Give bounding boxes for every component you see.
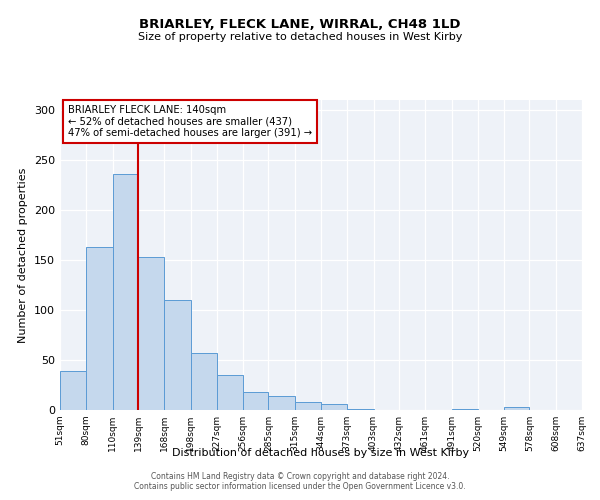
Bar (113, 174, 139, 410)
Bar (347, 409, 374, 410)
Bar (60, 371, 86, 410)
Text: BRIARLEY FLECK LANE: 140sqm
← 52% of detached houses are smaller (437)
47% of se: BRIARLEY FLECK LANE: 140sqm ← 52% of det… (68, 104, 312, 138)
Bar (503, 407, 529, 410)
Bar (191, 353, 217, 410)
Bar (217, 375, 242, 410)
Bar (242, 392, 268, 410)
Text: Size of property relative to detached houses in West Kirby: Size of property relative to detached ho… (138, 32, 462, 42)
Text: BRIARLEY, FLECK LANE, WIRRAL, CH48 1LD: BRIARLEY, FLECK LANE, WIRRAL, CH48 1LD (139, 18, 461, 30)
Bar (86, 247, 113, 410)
Bar (268, 396, 295, 410)
Y-axis label: Number of detached properties: Number of detached properties (19, 168, 28, 342)
Bar (164, 300, 191, 410)
Bar (139, 257, 164, 410)
Text: Contains public sector information licensed under the Open Government Licence v3: Contains public sector information licen… (134, 482, 466, 491)
Text: Distribution of detached houses by size in West Kirby: Distribution of detached houses by size … (172, 448, 470, 458)
Bar (321, 404, 347, 410)
Bar (295, 402, 321, 410)
Text: Contains HM Land Registry data © Crown copyright and database right 2024.: Contains HM Land Registry data © Crown c… (151, 472, 449, 481)
Bar (452, 409, 478, 410)
